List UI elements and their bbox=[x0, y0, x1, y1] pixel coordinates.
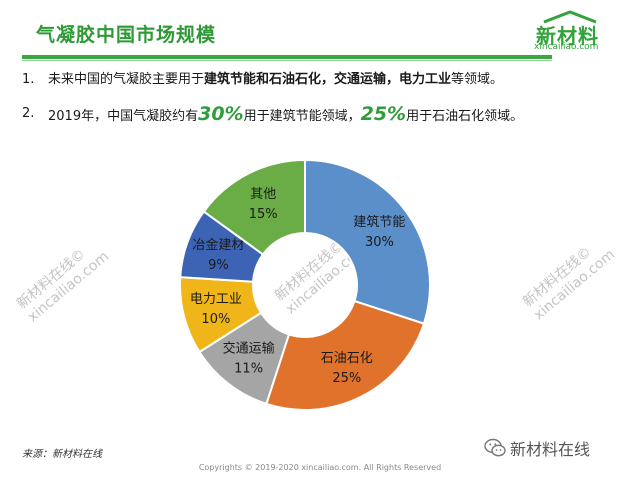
donut-chart: 建筑节能 30% 石油石化 25% 交通运输 11% 电力工业 10% 冶金建材 9% 其他 15% bbox=[179, 158, 431, 411]
slice-label: 其他 bbox=[250, 187, 276, 202]
watermark: 新材料在线© xincailiao.com bbox=[14, 246, 113, 326]
bullet-text: 未来中国的气凝胶主要用于 bbox=[48, 72, 205, 87]
watermark: 新材料在线© xincailiao.com bbox=[520, 244, 619, 324]
logo-url: xincailiao.com bbox=[534, 42, 599, 52]
bullet-text: 用于建筑节能领域， bbox=[243, 109, 361, 124]
donut-slice bbox=[202, 158, 306, 256]
slice-label: 交通运输 bbox=[223, 341, 275, 357]
wechat-account: 新材料在线 bbox=[484, 436, 590, 460]
slice-label: 建筑节能 bbox=[353, 214, 405, 230]
bullet-number: 1. bbox=[22, 72, 35, 87]
bullet-text: 2019年，中国气凝胶约有 bbox=[48, 109, 199, 124]
slice-value-label: 9% bbox=[208, 258, 229, 273]
highlight-percent: 25% bbox=[360, 103, 407, 125]
slice-value-label: 15% bbox=[249, 207, 278, 222]
slice-value-label: 10% bbox=[201, 312, 230, 327]
bullet-list: 1. 未来中国的气凝胶主要用于建筑节能和石油石化，交通运输，电力工业等领域。 2… bbox=[22, 70, 622, 141]
bullet-item-1: 1. 未来中国的气凝胶主要用于建筑节能和石油石化，交通运输，电力工业等领域。 bbox=[22, 70, 622, 90]
slice-value-label: 11% bbox=[234, 362, 263, 377]
source-note: 来源：新材料在线 bbox=[22, 449, 102, 460]
bullet-text-bold: 建筑节能和石油石化，交通运输，电力工业 bbox=[204, 72, 452, 87]
slice-value-label: 25% bbox=[332, 371, 361, 386]
logo-name: 新材料 bbox=[536, 24, 599, 48]
slice-label: 冶金建材 bbox=[192, 237, 244, 253]
donut-slice bbox=[304, 158, 431, 325]
title-underline bbox=[22, 55, 552, 59]
slide-title: 气凝胶中国市场规模 bbox=[36, 24, 217, 46]
title-underline-thin bbox=[22, 60, 552, 61]
bullet-text: 等领域。 bbox=[451, 72, 504, 87]
wechat-icon bbox=[484, 438, 506, 457]
brand-logo: 新材料 xincailiao.com bbox=[528, 6, 628, 54]
bullet-text: 用于石油石化领域。 bbox=[406, 109, 524, 124]
wechat-label: 新材料在线 bbox=[510, 440, 591, 459]
slice-label: 电力工业 bbox=[190, 292, 242, 307]
house-roof-icon bbox=[543, 10, 597, 24]
bullet-number: 2. bbox=[22, 106, 35, 121]
slice-value-label: 30% bbox=[365, 235, 394, 250]
donut-slice bbox=[265, 299, 426, 411]
bullet-item-2: 2. 2019年，中国气凝胶约有30%用于建筑节能领域，25%用于石油石化领域。 bbox=[22, 104, 622, 127]
copyright: Copyrights © 2019-2020 xincailiao.com. A… bbox=[198, 463, 442, 472]
highlight-percent: 30% bbox=[198, 103, 244, 125]
slice-label: 石油石化 bbox=[321, 351, 373, 366]
